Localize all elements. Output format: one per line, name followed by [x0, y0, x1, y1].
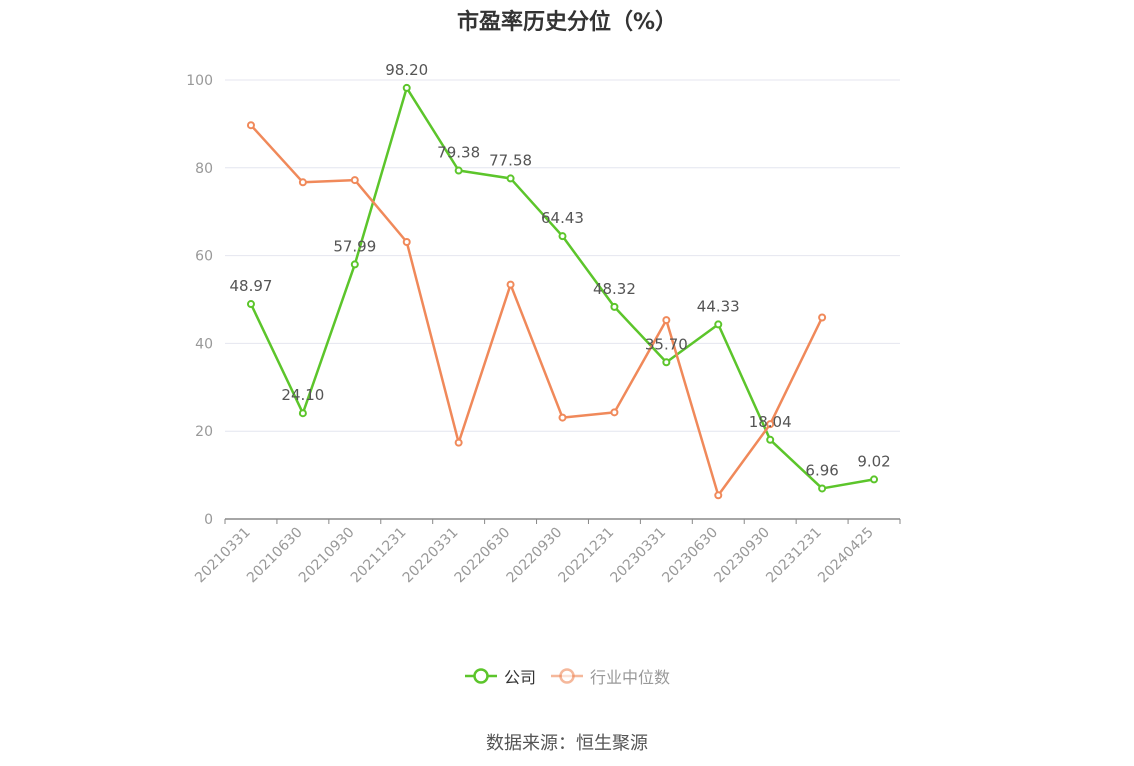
data-label: 57.99	[333, 237, 376, 255]
x-tick-label: 20231231	[763, 525, 825, 587]
y-tick-label: 0	[204, 512, 213, 528]
axis-layer: 0 20 40 60 80 100 2021033120210630202109302021…	[186, 73, 901, 587]
data-point	[350, 176, 359, 185]
data-label: 79.38	[437, 144, 480, 162]
data-point	[662, 358, 671, 367]
data-label: 48.32	[593, 280, 636, 298]
data-point	[766, 435, 775, 444]
y-tick-label: 100	[186, 73, 213, 89]
x-tick-label: 20220630	[452, 525, 514, 587]
data-point	[298, 409, 307, 418]
legend-marker-icon	[464, 668, 497, 684]
data-point	[714, 491, 723, 500]
data-label: 35.70	[645, 335, 688, 353]
data-point	[402, 83, 411, 92]
data-point	[298, 178, 307, 187]
data-point	[558, 413, 567, 422]
legend-item[interactable]: 行业中位数	[550, 664, 670, 688]
data-label: 44.33	[697, 297, 740, 315]
series-layer	[246, 83, 879, 500]
x-tick-label: 20221231	[556, 525, 618, 587]
data-point	[506, 174, 515, 183]
data-point	[506, 280, 515, 289]
chart-title: 市盈率历史分位（%）	[456, 10, 678, 35]
data-point	[246, 121, 255, 130]
data-point	[610, 408, 619, 417]
x-tick-label: 20210930	[296, 525, 358, 587]
legend-item[interactable]: 公司	[464, 664, 536, 688]
data-point	[558, 232, 567, 241]
x-tick-label: 20230630	[659, 525, 721, 587]
data-point	[870, 475, 879, 484]
data-point	[818, 313, 827, 322]
data-point	[454, 166, 463, 175]
data-point	[662, 316, 671, 325]
data-label: 9.02	[857, 452, 890, 470]
legend: 公司 行业中位数	[0, 664, 1134, 688]
legend-label: 行业中位数	[590, 668, 671, 687]
data-label: 98.20	[385, 61, 428, 79]
data-point	[610, 302, 619, 311]
source-note: 数据来源：恒生聚源	[486, 733, 648, 754]
data-label: 64.43	[541, 209, 584, 227]
data-point	[454, 438, 463, 447]
data-point	[818, 484, 827, 493]
data-label: 48.97	[229, 277, 272, 295]
y-tick-label: 60	[195, 249, 213, 265]
x-tick-label: 20240425	[815, 525, 877, 587]
legend-label: 公司	[503, 668, 536, 687]
data-label: 24.10	[281, 386, 324, 404]
data-point	[714, 320, 723, 329]
y-tick-label: 80	[195, 161, 213, 177]
x-tick-label: 20220331	[400, 525, 462, 587]
data-point	[246, 300, 255, 309]
y-tick-label: 20	[195, 424, 213, 440]
x-tick-label: 20230930	[711, 525, 773, 587]
x-tick-label: 20210630	[244, 525, 306, 587]
grid-layer	[225, 79, 900, 432]
y-tick-label: 40	[195, 336, 213, 352]
data-point	[402, 237, 411, 246]
x-tick-label: 20230331	[607, 525, 669, 587]
data-label: 6.96	[805, 461, 838, 479]
data-label: 18.04	[749, 413, 792, 431]
series-line-1	[250, 124, 824, 497]
x-tick-label: 20210331	[192, 525, 254, 587]
data-point	[766, 420, 775, 429]
data-label-layer: 48.97 24.10 57.99 98.20 79.38 77.58 64.43 48.32…	[229, 61, 890, 480]
x-tick-label: 20211231	[348, 525, 410, 587]
data-label: 77.58	[489, 151, 532, 169]
x-tick-label: 20220930	[504, 525, 566, 587]
legend-marker-icon	[551, 668, 583, 684]
line-chart: 0 20 40 60 80 100 2021033120210630202109302021…	[186, 61, 901, 587]
data-point	[350, 260, 359, 269]
